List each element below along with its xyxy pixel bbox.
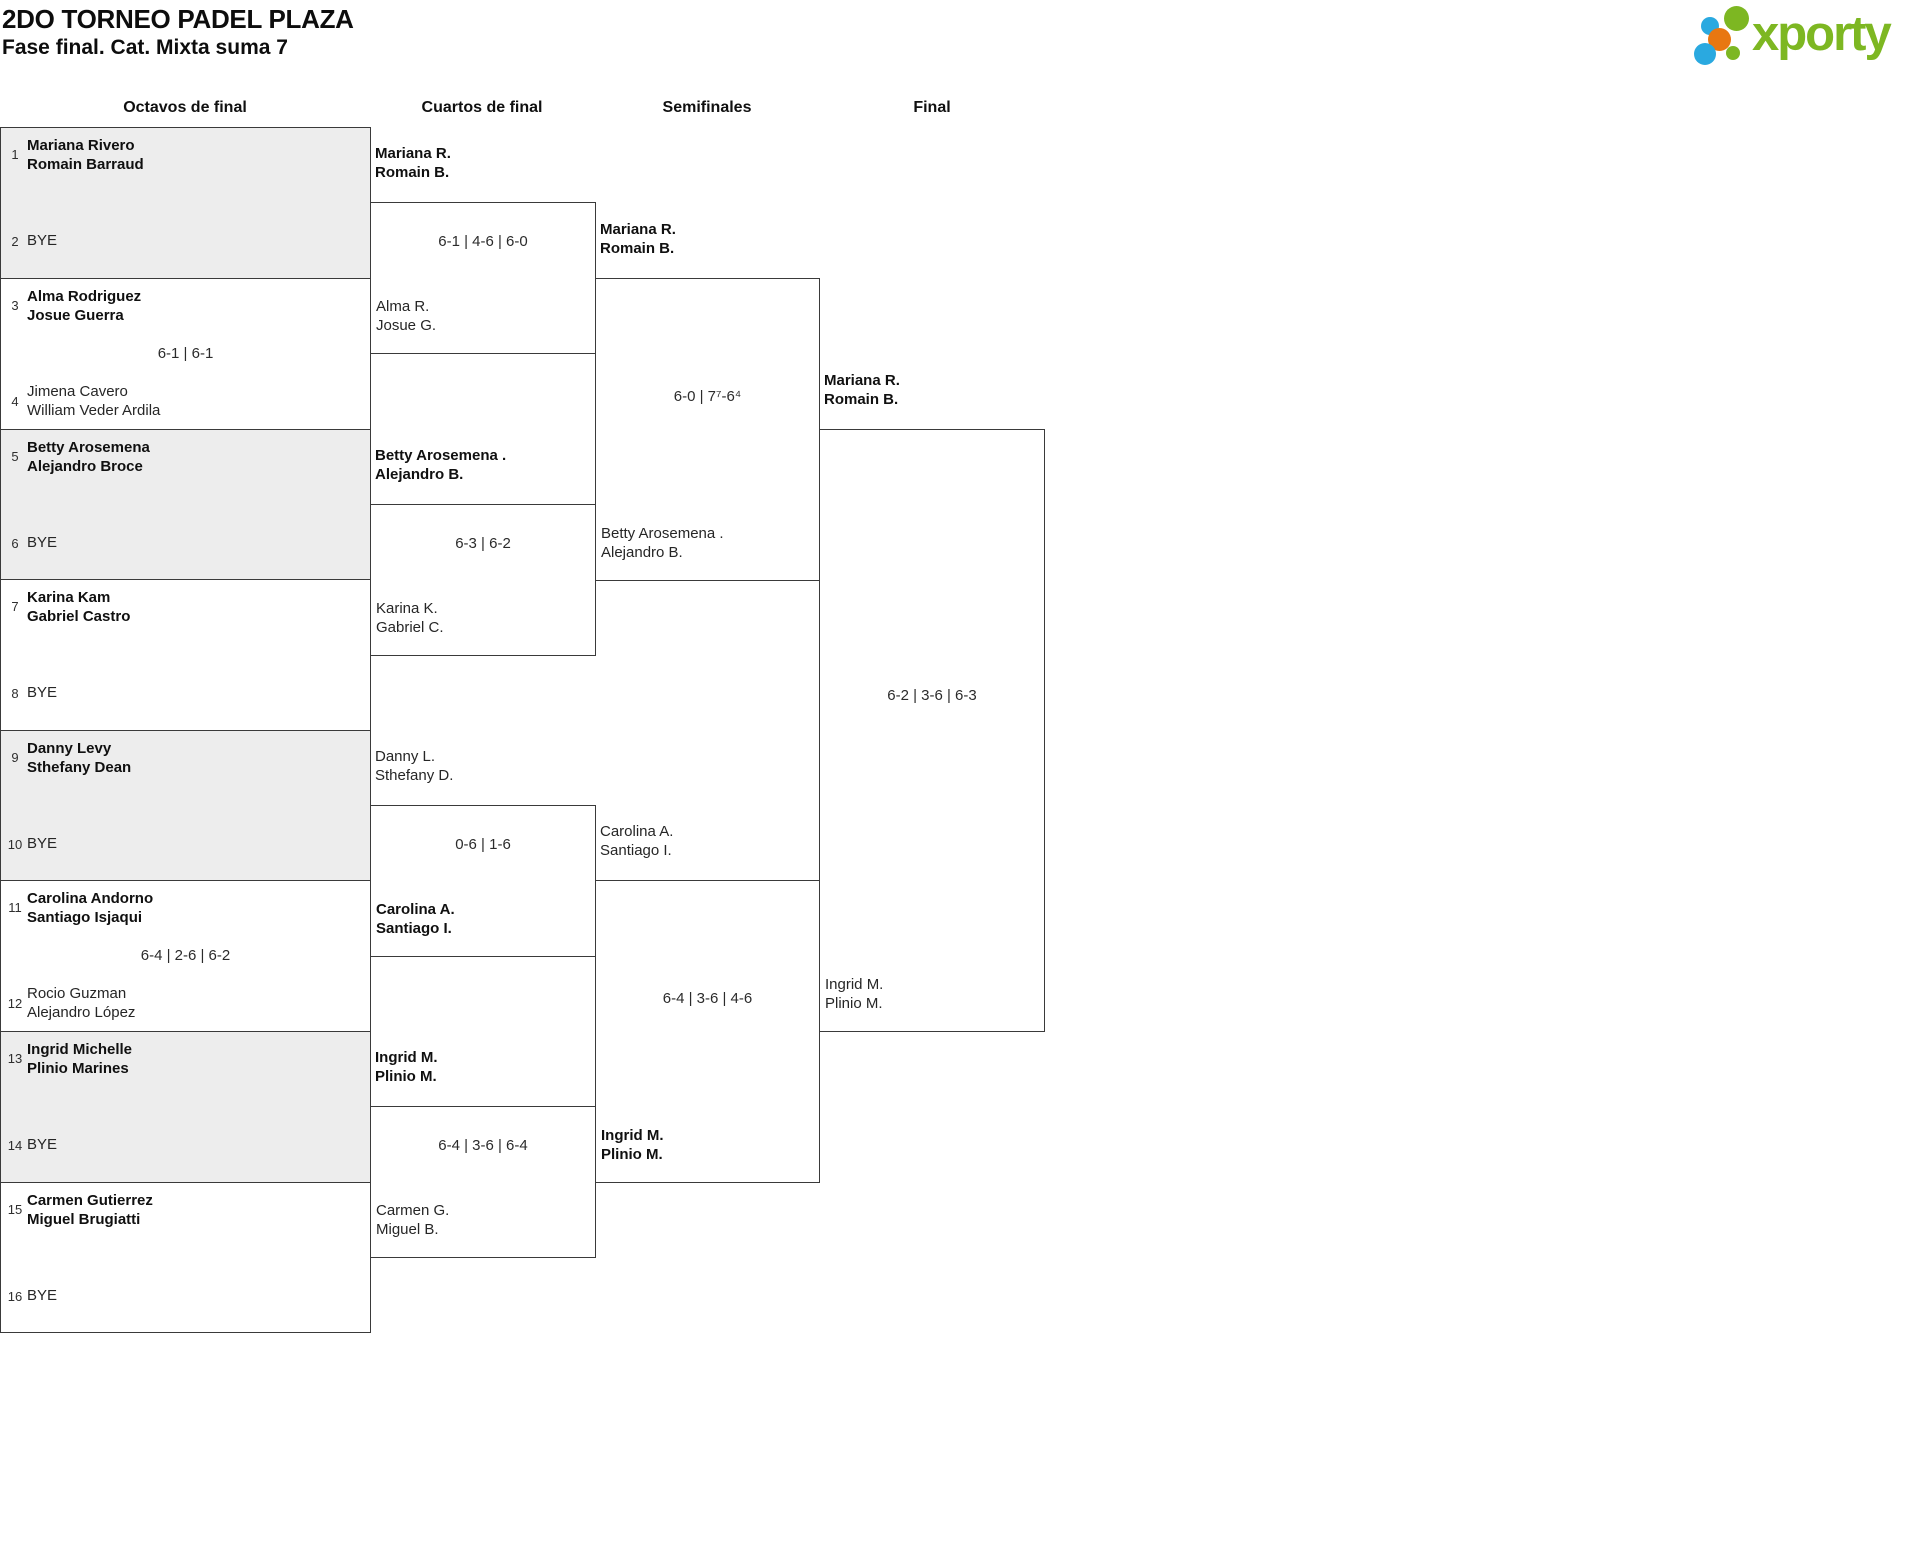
- team-name: Betty Arosemena: [27, 439, 150, 456]
- team-name: Karina K.: [376, 600, 438, 617]
- match-box-cuartos-4[interactable]: 6-4 | 3-6 | 6-4 Carmen G. Miguel B.: [370, 1106, 596, 1258]
- team-name: Miguel B.: [376, 1221, 439, 1238]
- team-name: Plinio Marines: [27, 1060, 129, 1077]
- team-name: Betty Arosemena .: [601, 525, 724, 542]
- team-name: BYE: [27, 1287, 58, 1304]
- team-name: Ingrid M.: [825, 976, 884, 993]
- match-box-cuartos-3[interactable]: 0-6 | 1-6 Carolina A. Santiago I.: [370, 805, 596, 957]
- round-header-cuartos: Cuartos de final: [421, 99, 543, 116]
- match-box-octavos-8[interactable]: 15 Carmen Gutierrez Miguel Brugiatti 16 B…: [0, 1182, 371, 1333]
- seed-number: 7: [11, 599, 19, 614]
- seed-number: 10: [7, 837, 23, 852]
- match-score: 6-4 | 3-6 | 4-6: [662, 990, 753, 1007]
- match-box-cuartos-2[interactable]: 6-3 | 6-2 Karina K. Gabriel C.: [370, 504, 596, 656]
- page-title: 2DO TORNEO PADEL PLAZA: [2, 4, 354, 34]
- seed-number: 1: [11, 147, 19, 162]
- logo-dot-icon: [1694, 43, 1716, 65]
- team-name: BYE: [27, 232, 58, 249]
- logo-dot-icon: [1708, 28, 1731, 51]
- match-box-octavos-2[interactable]: 3 Alma Rodriguez Josue Guerra 6-1 | 6-1 4…: [0, 278, 371, 430]
- match-score: 0-6 | 1-6: [455, 836, 511, 853]
- advancing-team-label: Mariana R. Romain B.: [375, 145, 451, 181]
- seed-number: 6: [11, 536, 19, 551]
- team-name: Jimena Cavero: [27, 383, 128, 400]
- round-header-semifinales: Semifinales: [662, 99, 752, 116]
- team-name: BYE: [27, 684, 58, 701]
- seed-number: 14: [7, 1138, 23, 1153]
- team-name: BYE: [27, 534, 58, 551]
- team-name: Alma Rodriguez: [27, 288, 142, 305]
- seed-number: 12: [7, 996, 23, 1011]
- team-name: Santiago I.: [376, 920, 452, 937]
- team-name: Gabriel C.: [376, 619, 444, 636]
- team-name: Ingrid M.: [601, 1127, 664, 1144]
- team-name: Plinio M.: [825, 995, 883, 1012]
- match-box-octavos-3[interactable]: 5 Betty Arosemena Alejandro Broce 6 BYE: [0, 429, 371, 580]
- seed-number: 2: [11, 234, 19, 249]
- team-name: Carmen Gutierrez: [27, 1192, 153, 1209]
- champion-team-label: Mariana R. Romain B.: [824, 372, 900, 408]
- team-name: Plinio M.: [601, 1146, 663, 1163]
- advancing-team-label: Danny L. Sthefany D.: [375, 748, 454, 784]
- seed-number: 3: [11, 298, 19, 313]
- logo-dot-icon: [1724, 6, 1749, 31]
- logo-wordmark: xporty: [1752, 7, 1892, 61]
- xporty-logo[interactable]: xporty: [1688, 2, 1920, 74]
- team-name: Rocio Guzman: [27, 985, 127, 1002]
- advancing-team-label: Mariana R. Romain B.: [600, 221, 676, 257]
- team-name: Carolina A.: [376, 901, 455, 918]
- seed-number: 11: [8, 900, 22, 915]
- team-name: Alma R.: [376, 298, 430, 315]
- team-name: Alejandro Broce: [27, 458, 143, 475]
- team-name: Miguel Brugiatti: [27, 1211, 141, 1228]
- match-box-octavos-5[interactable]: 9 Danny Levy Sthefany Dean 10 BYE: [0, 730, 371, 881]
- advancing-team-label: Betty Arosemena . Alejandro B.: [375, 447, 507, 483]
- match-score: 6-3 | 6-2: [455, 535, 511, 552]
- match-box-octavos-1[interactable]: 1 Mariana Rivero Romain Barraud 2 BYE: [0, 127, 371, 279]
- match-score: 6-0 | 7⁷-6⁴: [673, 388, 742, 405]
- logo-dot-icon: [1726, 46, 1740, 60]
- match-score: 6-1 | 4-6 | 6-0: [438, 233, 528, 250]
- match-score: 6-4 | 3-6 | 6-4: [438, 1137, 528, 1154]
- team-name: Alejandro López: [27, 1004, 136, 1021]
- seed-number: 5: [11, 449, 19, 464]
- round-header-final: Final: [913, 99, 951, 116]
- seed-number: 16: [7, 1289, 23, 1304]
- seed-number: 4: [11, 394, 19, 409]
- match-box-cuartos-1[interactable]: 6-1 | 4-6 | 6-0 Alma R. Josue G.: [370, 202, 596, 354]
- team-name: Josue G.: [376, 317, 437, 334]
- seed-number: 8: [11, 686, 19, 701]
- team-name: Carmen G.: [376, 1202, 450, 1219]
- team-name: Karina Kam: [27, 589, 111, 606]
- team-name: Alejandro B.: [601, 544, 683, 561]
- seed-number: 15: [7, 1202, 23, 1217]
- team-name: BYE: [27, 835, 58, 852]
- page-subtitle: Fase final. Cat. Mixta suma 7: [2, 36, 288, 59]
- match-score: 6-4 | 2-6 | 6-2: [140, 947, 231, 964]
- round-header-octavos: Octavos de final: [123, 99, 247, 116]
- seed-number: 9: [11, 750, 19, 765]
- match-box-octavos-4[interactable]: 7 Karina Kam Gabriel Castro 8 BYE: [0, 579, 371, 731]
- team-name: Ingrid Michelle: [27, 1041, 133, 1058]
- team-name: Josue Guerra: [27, 307, 124, 324]
- match-box-final[interactable]: 6-2 | 3-6 | 6-3 Ingrid M. Plinio M.: [819, 429, 1045, 1032]
- match-box-semifinal-1[interactable]: 6-0 | 7⁷-6⁴ Betty Arosemena . Alejandro B…: [595, 278, 820, 581]
- match-score: 6-2 | 3-6 | 6-3: [887, 687, 977, 704]
- team-name: Romain Barraud: [27, 156, 144, 173]
- team-name: Carolina Andorno: [27, 890, 154, 907]
- team-name: Santiago Isjaqui: [27, 909, 143, 926]
- match-box-octavos-7[interactable]: 13 Ingrid Michelle Plinio Marines 14 BYE: [0, 1031, 371, 1183]
- match-box-semifinal-2[interactable]: 6-4 | 3-6 | 4-6 Ingrid M. Plinio M.: [595, 880, 820, 1183]
- team-name: Danny Levy: [27, 740, 112, 757]
- team-name: William Veder Ardila: [27, 402, 161, 419]
- advancing-team-label: Ingrid M. Plinio M.: [375, 1049, 438, 1085]
- team-name: Gabriel Castro: [27, 608, 131, 625]
- team-name: Mariana Rivero: [27, 137, 135, 154]
- match-score: 6-1 | 6-1: [157, 345, 214, 362]
- team-name: Sthefany Dean: [27, 759, 132, 776]
- team-name: BYE: [27, 1136, 58, 1153]
- seed-number: 13: [7, 1051, 23, 1066]
- advancing-team-label: Carolina A. Santiago I.: [600, 823, 674, 859]
- match-box-octavos-6[interactable]: 11 Carolina Andorno Santiago Isjaqui 6-4 …: [0, 880, 371, 1032]
